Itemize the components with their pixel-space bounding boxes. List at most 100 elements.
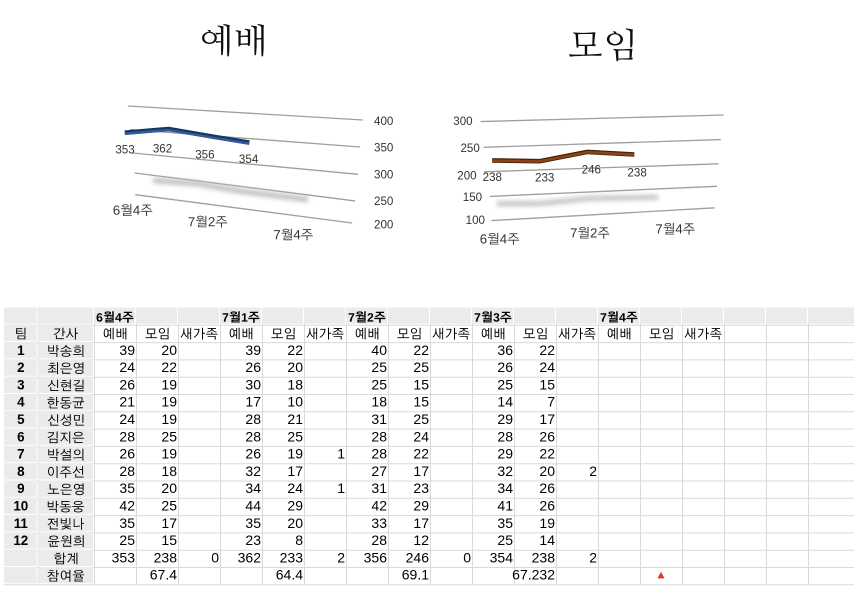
- svg-text:400: 400: [374, 115, 393, 128]
- svg-text:17: 17: [413, 463, 429, 479]
- svg-text:20: 20: [161, 342, 177, 358]
- svg-text:40: 40: [371, 342, 387, 358]
- svg-text:12: 12: [413, 532, 429, 548]
- svg-text:24: 24: [539, 359, 555, 375]
- svg-text:18: 18: [161, 463, 177, 479]
- svg-text:29: 29: [497, 411, 513, 427]
- svg-text:7: 7: [547, 394, 555, 410]
- svg-text:2: 2: [17, 360, 24, 375]
- svg-text:24: 24: [287, 480, 303, 496]
- svg-text:34: 34: [245, 480, 261, 496]
- svg-text:25: 25: [287, 428, 303, 444]
- svg-text:67.232: 67.232: [512, 567, 555, 583]
- svg-text:246: 246: [582, 164, 601, 177]
- svg-text:15: 15: [161, 532, 177, 548]
- svg-text:238: 238: [483, 171, 502, 184]
- svg-text:10: 10: [13, 499, 28, 514]
- svg-text:44: 44: [245, 498, 261, 514]
- svg-text:246: 246: [406, 549, 430, 565]
- svg-text:22: 22: [539, 342, 555, 358]
- svg-text:30: 30: [245, 376, 261, 392]
- svg-text:11: 11: [14, 516, 29, 531]
- svg-text:10: 10: [287, 394, 303, 410]
- svg-text:200: 200: [457, 169, 476, 182]
- svg-text:28: 28: [497, 428, 513, 444]
- svg-text:2: 2: [589, 549, 597, 565]
- svg-text:25: 25: [413, 359, 429, 375]
- svg-text:22: 22: [161, 359, 177, 375]
- svg-text:35: 35: [245, 515, 261, 531]
- svg-text:41: 41: [497, 498, 513, 514]
- svg-text:22: 22: [413, 446, 429, 462]
- svg-text:25: 25: [371, 376, 387, 392]
- svg-text:17: 17: [245, 394, 261, 410]
- svg-text:0: 0: [463, 549, 471, 565]
- svg-text:150: 150: [463, 191, 482, 204]
- svg-text:15: 15: [413, 376, 429, 392]
- svg-text:300: 300: [374, 169, 393, 182]
- svg-text:354: 354: [490, 549, 514, 565]
- svg-text:6: 6: [17, 429, 24, 444]
- svg-text:362: 362: [153, 142, 172, 155]
- svg-text:8: 8: [295, 532, 303, 548]
- svg-text:356: 356: [364, 549, 388, 565]
- svg-text:31: 31: [371, 480, 387, 496]
- svg-text:28: 28: [371, 428, 387, 444]
- svg-text:20: 20: [539, 463, 555, 479]
- svg-text:29: 29: [413, 498, 429, 514]
- svg-text:250: 250: [374, 195, 393, 208]
- svg-text:25: 25: [161, 428, 177, 444]
- svg-text:69.1: 69.1: [402, 567, 429, 583]
- svg-text:19: 19: [539, 515, 555, 531]
- svg-text:24: 24: [119, 411, 135, 427]
- svg-text:24: 24: [119, 359, 135, 375]
- svg-text:22: 22: [539, 446, 555, 462]
- svg-text:100: 100: [466, 214, 485, 227]
- svg-text:22: 22: [287, 342, 303, 358]
- svg-text:23: 23: [245, 532, 261, 548]
- svg-text:28: 28: [245, 411, 261, 427]
- svg-text:14: 14: [539, 532, 555, 548]
- svg-text:5: 5: [17, 412, 25, 427]
- svg-text:31: 31: [371, 411, 387, 427]
- svg-text:26: 26: [245, 359, 261, 375]
- svg-text:32: 32: [497, 463, 513, 479]
- svg-text:353: 353: [115, 144, 134, 157]
- svg-text:353: 353: [112, 549, 136, 565]
- svg-text:9: 9: [17, 481, 24, 496]
- svg-text:19: 19: [287, 446, 303, 462]
- svg-text:17: 17: [287, 463, 303, 479]
- svg-text:19: 19: [161, 394, 177, 410]
- svg-text:3: 3: [17, 377, 24, 392]
- svg-text:20: 20: [287, 359, 303, 375]
- svg-text:20: 20: [161, 480, 177, 496]
- svg-text:25: 25: [497, 376, 513, 392]
- svg-text:34: 34: [497, 480, 513, 496]
- svg-text:233: 233: [535, 172, 554, 185]
- svg-text:26: 26: [245, 446, 261, 462]
- svg-text:1: 1: [17, 343, 25, 358]
- svg-text:17: 17: [413, 515, 429, 531]
- svg-text:35: 35: [119, 515, 135, 531]
- svg-text:42: 42: [371, 498, 387, 514]
- svg-text:22: 22: [413, 342, 429, 358]
- svg-text:233: 233: [280, 549, 304, 565]
- svg-text:14: 14: [497, 394, 513, 410]
- svg-text:28: 28: [119, 463, 135, 479]
- svg-text:25: 25: [371, 359, 387, 375]
- svg-text:0: 0: [211, 549, 219, 565]
- svg-text:8: 8: [17, 464, 25, 479]
- svg-text:42: 42: [119, 498, 135, 514]
- svg-text:18: 18: [371, 394, 387, 410]
- svg-text:26: 26: [539, 498, 555, 514]
- svg-text:28: 28: [371, 446, 387, 462]
- svg-text:7: 7: [17, 447, 24, 462]
- svg-text:35: 35: [497, 515, 513, 531]
- svg-text:26: 26: [497, 359, 513, 375]
- svg-text:15: 15: [539, 376, 555, 392]
- svg-text:17: 17: [539, 411, 555, 427]
- svg-text:19: 19: [161, 411, 177, 427]
- svg-text:354: 354: [239, 153, 259, 166]
- svg-text:18: 18: [287, 376, 303, 392]
- svg-text:25: 25: [119, 532, 135, 548]
